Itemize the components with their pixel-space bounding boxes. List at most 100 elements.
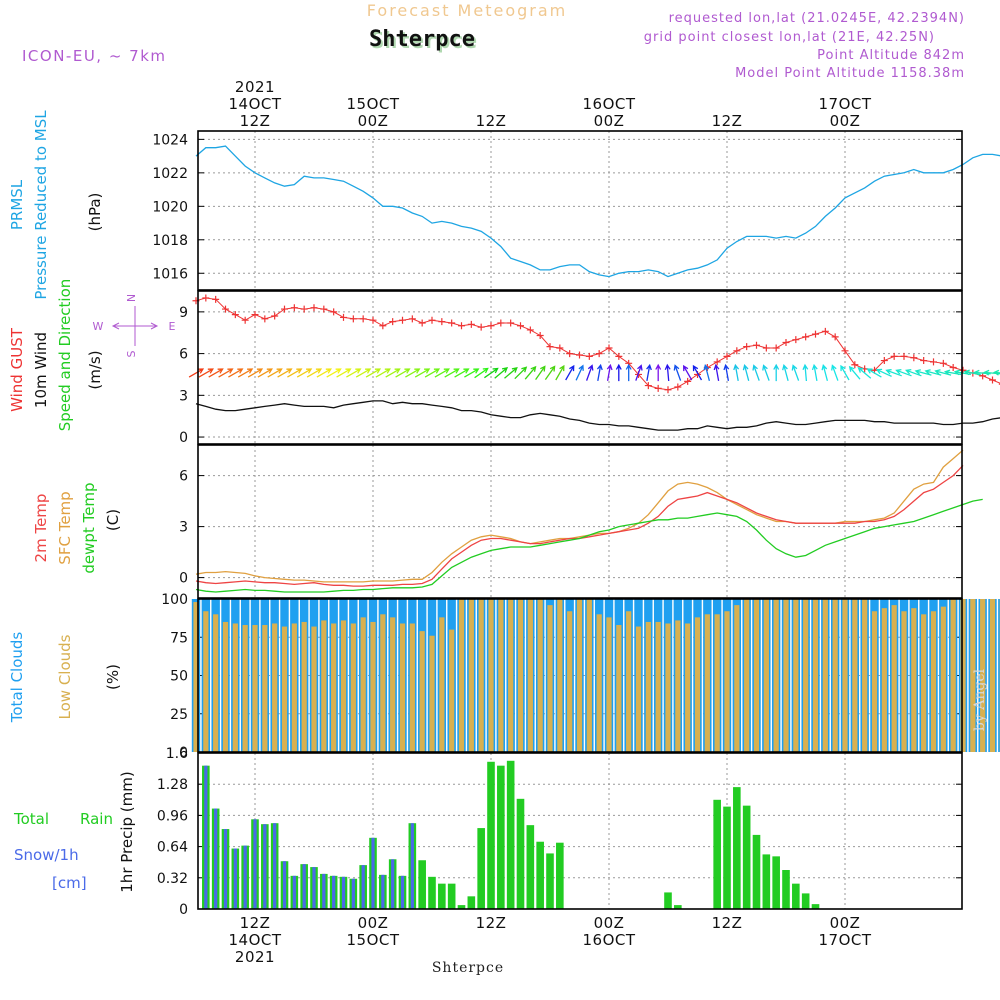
panel-wind: 0 3 6 9 xyxy=(179,290,1000,446)
gust-point xyxy=(595,350,603,358)
wind-direction-arrow xyxy=(198,368,214,378)
gust-point xyxy=(556,344,564,352)
bottom-time-label: 14OCT xyxy=(228,931,281,949)
low-cloud-bar xyxy=(399,623,406,752)
wind-direction-arrow xyxy=(875,368,892,377)
wind-direction-arrow xyxy=(544,365,556,380)
panel-frame xyxy=(197,752,963,910)
top-time-label: 00Z xyxy=(830,112,861,130)
low-cloud-bar xyxy=(232,623,238,752)
top-time-label: 00Z xyxy=(358,112,389,130)
wind-direction-arrow xyxy=(905,368,922,377)
low-cloud-bar xyxy=(360,617,366,752)
gust-point xyxy=(526,326,534,334)
top-time-label: 15OCT xyxy=(346,95,399,113)
wind-direction-arrow xyxy=(635,364,643,381)
sfc-temp-line xyxy=(195,449,964,583)
low-cloud-bar xyxy=(989,599,996,752)
precip-cm-label: [cm] xyxy=(52,874,87,892)
wind-direction-arrow xyxy=(723,363,730,382)
wind-direction-arrow xyxy=(606,363,613,382)
temp-2m-line xyxy=(195,464,964,587)
model-point-altitude: Model Point Altitude 1158.38m xyxy=(735,66,965,81)
low-cloud-bar xyxy=(960,599,966,752)
wind-unit: (m/s) xyxy=(86,350,104,389)
rain-bar xyxy=(782,870,790,909)
low-cloud-bar xyxy=(980,599,986,752)
gust-point xyxy=(320,305,328,313)
gust-point xyxy=(605,344,613,352)
panel-pressure: 1016 1018 1020 1022 1024 xyxy=(152,130,1000,291)
wind-direction-arrow xyxy=(257,368,273,378)
wind-direction-arrow xyxy=(464,368,480,378)
low-cloud-bar xyxy=(852,599,858,752)
wind-direction-arrow xyxy=(831,364,839,381)
gust-point xyxy=(290,304,298,312)
wind-direction-arrow xyxy=(840,364,850,381)
low-cloud-bar xyxy=(832,599,838,752)
wind-direction-arrow xyxy=(802,363,809,382)
low-cloud-bar xyxy=(783,599,789,752)
gust-point xyxy=(615,352,623,360)
snow-bar xyxy=(273,823,277,909)
wind-direction-arrow xyxy=(733,363,740,382)
low-cloud-bar xyxy=(921,614,927,752)
low-cloud-bar xyxy=(321,620,327,752)
wind-direction-arrow xyxy=(821,363,829,381)
rain-bar xyxy=(457,905,466,909)
low-cloud-bar xyxy=(763,599,769,752)
wind-direction-arrow xyxy=(773,363,780,382)
wind-direction-arrow xyxy=(782,363,789,381)
rain-bar xyxy=(477,828,485,909)
wind-direction-arrow xyxy=(355,368,372,378)
rain-bar xyxy=(497,765,505,909)
low-cloud-bar xyxy=(803,599,809,752)
compass-icon xyxy=(111,306,159,346)
wind-10m-label: 10m Wind xyxy=(32,332,50,408)
snow-bar xyxy=(391,859,395,909)
rain-bar xyxy=(447,883,456,909)
low-cloud-bar xyxy=(468,599,474,752)
ytick-label: 0.64 xyxy=(157,840,188,856)
gust-point xyxy=(310,304,318,312)
ytick-label: 3 xyxy=(179,520,188,536)
wind-direction-arrow xyxy=(615,363,622,382)
gust-point xyxy=(713,358,721,366)
wind-direction-arrow xyxy=(742,363,750,381)
low-cloud-bar xyxy=(675,620,681,752)
bottom-time-label: 00Z xyxy=(594,914,625,932)
wind-direction-arrow xyxy=(336,368,352,378)
grid-coords: grid point closest lon,lat (21E, 42.25N) xyxy=(644,30,935,45)
gust-point xyxy=(792,336,800,344)
wind-direction-arrow xyxy=(713,363,720,382)
wind-direction-arrow xyxy=(692,364,703,381)
ytick-label: 0.96 xyxy=(157,808,188,824)
low-cloud-bar xyxy=(616,625,622,752)
wind-speed-line xyxy=(195,400,1000,431)
ytick-label: 0 xyxy=(179,430,188,446)
wind-direction-arrow xyxy=(484,367,499,379)
wind-direction-arrow xyxy=(287,368,303,378)
wind-direction-arrow xyxy=(375,368,391,378)
ytick-label: 1024 xyxy=(152,132,188,148)
low-cloud-bar xyxy=(350,623,356,752)
requested-coords: requested lon,lat (21.0245E, 42.2394N) xyxy=(669,11,965,26)
rain-bar xyxy=(762,854,771,909)
bottom-time-label: 16OCT xyxy=(582,931,635,949)
gust-point xyxy=(340,313,347,321)
precip-snow-label: Snow/1h xyxy=(14,846,79,864)
wind-direction-arrow xyxy=(703,363,711,381)
low-cloud-bar xyxy=(498,599,504,752)
wind-direction-arrow xyxy=(434,368,450,378)
low-cloud-bar xyxy=(596,614,602,752)
low-cloud-bar xyxy=(262,625,268,752)
wind-direction-arrow xyxy=(683,364,693,381)
low-cloud-bar xyxy=(842,599,848,752)
gust-point xyxy=(949,364,957,371)
gust-point xyxy=(654,384,662,392)
low-cloud-bar xyxy=(930,611,937,752)
gust-point xyxy=(841,347,849,355)
rain-bar xyxy=(487,761,495,909)
gust-point xyxy=(674,383,682,391)
